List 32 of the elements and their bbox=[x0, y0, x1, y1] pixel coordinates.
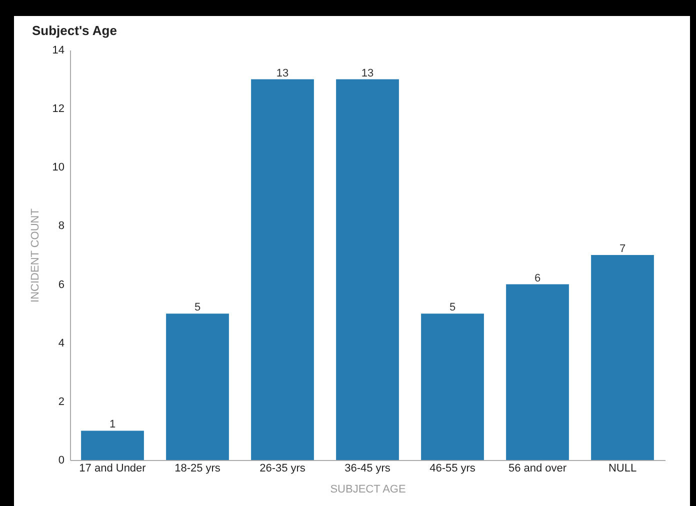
x-axis-title: SUBJECT AGE bbox=[330, 484, 406, 496]
x-tick-label: 18-25 yrs bbox=[174, 462, 221, 474]
x-tick-label: 56 and over bbox=[508, 462, 567, 474]
y-tick-label: 4 bbox=[58, 337, 64, 350]
bar bbox=[166, 314, 229, 460]
x-tick-label: 26-35 yrs bbox=[260, 462, 306, 474]
y-tick-label: 12 bbox=[52, 103, 64, 116]
bar bbox=[506, 284, 569, 460]
x-tick-label: NULL bbox=[608, 462, 637, 474]
bar bbox=[421, 314, 484, 460]
chart-title: Subject's Age bbox=[32, 23, 117, 38]
x-tick-label: 36-45 yrs bbox=[344, 462, 391, 474]
data-label: 13 bbox=[361, 67, 374, 80]
x-tick-label: 46-55 yrs bbox=[430, 462, 476, 474]
bar bbox=[81, 430, 144, 460]
x-tick-label: 17 and Under bbox=[79, 462, 146, 474]
data-label: 5 bbox=[449, 302, 456, 314]
bar bbox=[336, 79, 399, 460]
data-label: 13 bbox=[276, 67, 289, 80]
bar bbox=[591, 255, 654, 460]
y-tick-label: 10 bbox=[52, 162, 64, 174]
data-label: 6 bbox=[534, 272, 541, 284]
data-label: 5 bbox=[194, 302, 201, 314]
y-tick-label: 0 bbox=[58, 454, 64, 466]
data-label: 1 bbox=[109, 418, 116, 431]
y-tick-label: 8 bbox=[58, 220, 64, 232]
y-tick-label: 6 bbox=[58, 278, 64, 291]
data-label: 7 bbox=[619, 243, 626, 255]
bar bbox=[251, 79, 314, 460]
y-tick-label: 2 bbox=[58, 396, 64, 408]
y-axis-title: INCIDENT COUNT bbox=[29, 208, 42, 302]
y-tick-label: 14 bbox=[52, 44, 64, 56]
